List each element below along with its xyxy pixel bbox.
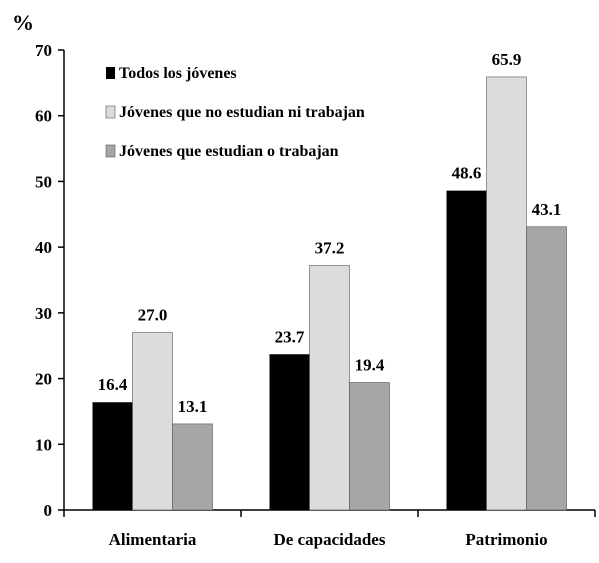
legend-swatch [105,144,116,158]
bar [446,190,487,510]
y-tick-label: 50 [35,172,52,191]
axes: 0 10 20 30 40 50 60 70 Alimentaria De capacidades… [35,41,596,549]
data-label: 23.7 [275,327,305,346]
bar [132,332,173,511]
x-category-label: Patrimonio [465,530,547,549]
bar [269,354,310,510]
bar [172,423,213,511]
y-tick-label: 40 [35,238,52,257]
x-category-label: Alimentaria [109,530,197,549]
data-label: 65.9 [492,50,522,69]
legend-swatch [105,105,116,119]
legend-label: Todos los jóvenes [119,65,237,82]
y-tick-label: 0 [44,501,53,520]
bar [486,76,527,511]
data-label: 27.0 [138,306,168,325]
bar [349,382,390,511]
data-label: 19.4 [355,356,385,375]
data-label: 43.1 [532,200,562,219]
x-category-label: De capacidades [274,530,386,549]
y-tick-label: 60 [35,107,52,126]
y-tick-label: 20 [35,370,52,389]
data-label: 37.2 [315,239,345,258]
data-label: 13.1 [178,397,208,416]
bar [92,402,133,510]
bar [309,265,350,511]
data-label: 48.6 [452,164,482,183]
legend-label: Jóvenes que no estudian ni trabajan [119,104,365,121]
y-tick-label: 10 [35,435,52,454]
legend-label: Jóvenes que estudian o trabajan [119,143,339,160]
y-tick-label: 30 [35,304,52,323]
legend-swatch [106,67,115,79]
legend: Todos los jóvenes Jóvenes que no estudian… [105,65,365,160]
data-label: 16.4 [98,375,128,394]
y-tick-label: 70 [35,41,52,60]
y-unit-label: % [12,10,34,35]
data-labels: 16.4 27.0 13.1 23.7 37.2 19.4 48.6 65.9 43.1 [98,50,562,416]
bar [526,226,567,511]
bars [92,76,567,511]
